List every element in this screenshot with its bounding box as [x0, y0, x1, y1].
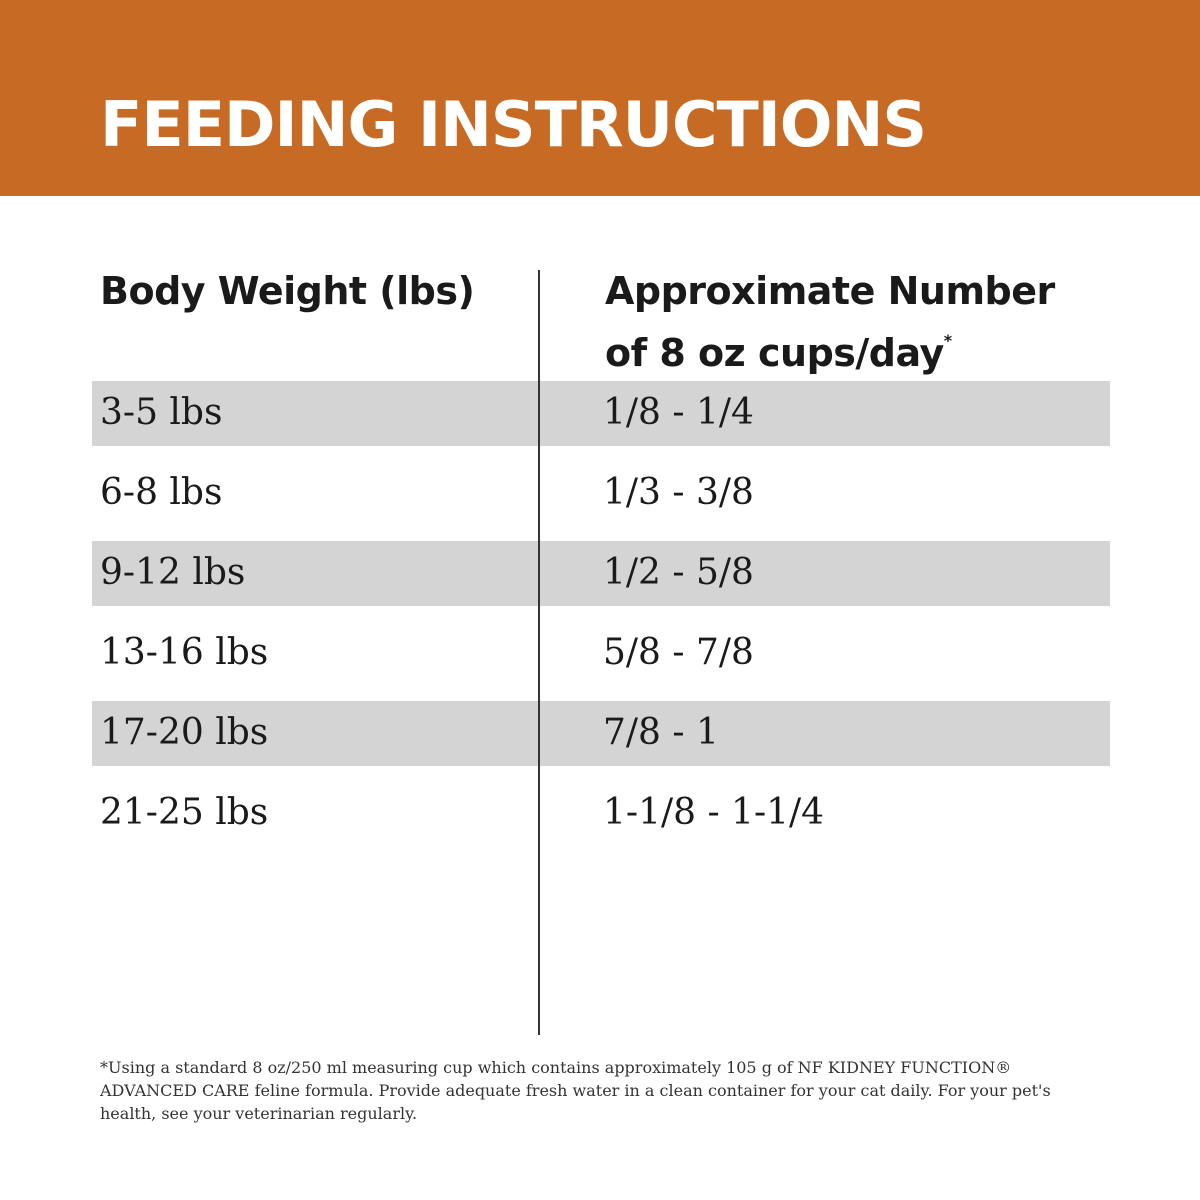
title: FEEDING INSTRUCTIONS [100, 88, 927, 161]
table-cell: 7/8 - 1 [603, 712, 719, 753]
table-cell: 5/8 - 7/8 [603, 632, 754, 673]
footnote: *Using a standard 8 oz/250 ml measuring … [100, 1058, 1051, 1123]
table-cell: 17-20 lbs [100, 712, 269, 753]
table-cell: 21-25 lbs [100, 792, 269, 833]
table-cell: 1/8 - 1/4 [603, 392, 754, 433]
table-cell: 13-16 lbs [100, 632, 269, 673]
table-cell: 1-1/8 - 1-1/4 [603, 792, 825, 833]
row-band [92, 701, 1110, 766]
column-header: Approximate Number of 8 oz cups/day* [605, 266, 1085, 378]
row-band [92, 381, 1110, 446]
column-header-text: Approximate Number of 8 oz cups/day [605, 269, 1055, 375]
table-cell: 3-5 lbs [100, 392, 223, 433]
footnote-marker: * [943, 331, 952, 350]
column-header: Body Weight (lbs) [100, 269, 475, 313]
table-cell: 9-12 lbs [100, 552, 246, 593]
table-cell: 1/2 - 5/8 [603, 552, 754, 593]
table-cell: 1/3 - 3/8 [603, 472, 754, 513]
table-cell: 6-8 lbs [100, 472, 223, 513]
header-banner [0, 0, 1200, 196]
row-band [92, 541, 1110, 606]
column-divider [538, 270, 540, 1035]
